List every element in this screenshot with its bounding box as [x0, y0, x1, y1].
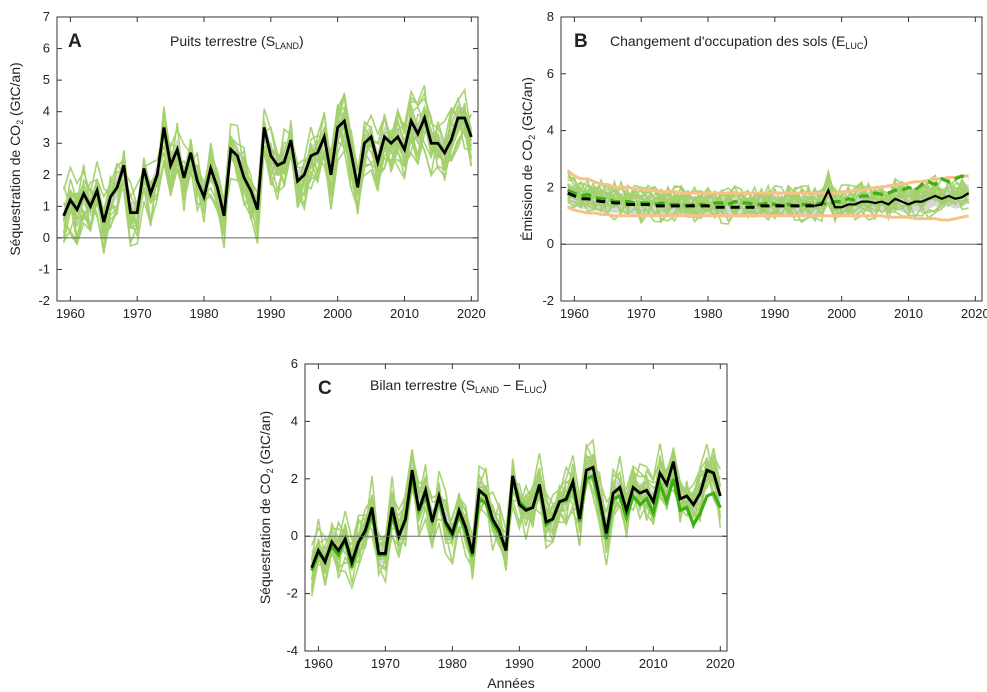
plot-area [62, 85, 473, 254]
panel-letter: C [318, 378, 332, 399]
y-tick-label: -2 [542, 293, 554, 308]
x-tick-label: 1960 [560, 306, 589, 321]
panel-letter: B [574, 31, 588, 52]
plot-area [310, 438, 722, 597]
x-tick-label: 2020 [961, 306, 987, 321]
x-tick-label: 2000 [323, 306, 352, 321]
y-tick-label: 5 [43, 72, 50, 87]
panel-b-chart: 1960 1970 1980 1990 2000 2010 2020 -2 0 2 4 6 8 B Chan… [519, 9, 987, 321]
y-tick-label: -4 [286, 643, 298, 658]
x-tick-label: 1980 [694, 306, 723, 321]
y-tick-label: 4 [291, 413, 298, 428]
x-tick-label: 1990 [760, 306, 789, 321]
x-tick-label: 1990 [256, 306, 285, 321]
y-tick-label: -2 [286, 586, 298, 601]
x-tick-label: 1980 [190, 306, 219, 321]
y-tick-label: 4 [43, 104, 50, 119]
x-tick-label: 2000 [827, 306, 856, 321]
y-tick-label: 3 [43, 135, 50, 150]
x-tick-label: 1960 [304, 656, 333, 671]
plot-frame [560, 16, 983, 302]
y-tick-label: -2 [38, 293, 50, 308]
y-tick-label: 7 [43, 9, 50, 24]
mean-line-dashed [567, 191, 822, 209]
panel-title: Puits terrestre (SLAND) [170, 33, 304, 51]
y-axis-label: Émission de CO2 (GtC/an) [519, 77, 537, 241]
y-tick-label: 6 [43, 41, 50, 56]
x-tick-label: 2010 [894, 306, 923, 321]
y-axis-label: Séquestration de CO2 (GtC/an) [257, 411, 275, 604]
x-tick-label: 1980 [438, 656, 467, 671]
panel-letter: A [68, 31, 82, 52]
panel-title: Bilan terrestre (SLAND − ELUC) [370, 377, 547, 395]
y-tick-label: 2 [291, 471, 298, 486]
y-tick-label: -1 [38, 261, 50, 276]
x-tick-label: 1970 [371, 656, 400, 671]
y-tick-label: 1 [43, 198, 50, 213]
plot-area [566, 168, 970, 225]
x-tick-label: 2020 [457, 306, 486, 321]
y-axis-label: Séquestration de CO2 (GtC/an) [7, 62, 25, 255]
y-tick-label: 0 [547, 236, 554, 251]
mean-line [814, 187, 970, 209]
x-tick-label: 1970 [627, 306, 656, 321]
y-tick-label: 4 [547, 123, 554, 138]
y-tick-label: 2 [547, 179, 554, 194]
x-tick-label: 1990 [505, 656, 534, 671]
panel-title: Changement d'occupation des sols (ELUC) [610, 33, 868, 51]
mean-line [62, 113, 473, 223]
y-tick-label: 8 [547, 9, 554, 24]
ensemble-member-line [310, 460, 722, 593]
y-tick-label: 2 [43, 167, 50, 182]
x-tick-label: 2020 [706, 656, 735, 671]
x-tick-label: 2010 [639, 656, 668, 671]
x-tick-label: 2010 [390, 306, 419, 321]
mean-line [310, 461, 722, 569]
y-tick-label: 6 [291, 356, 298, 371]
x-tick-label: 1960 [56, 306, 85, 321]
y-tick-label: 0 [43, 230, 50, 245]
y-tick-label: 6 [547, 66, 554, 81]
plot-frame [56, 16, 479, 302]
ensemble-member-line [62, 85, 473, 224]
x-tick-label: 1970 [123, 306, 152, 321]
envelope-line [566, 169, 969, 195]
envelope-line [567, 205, 969, 222]
x-axis-label: Années [487, 675, 534, 691]
y-tick-label: 0 [291, 528, 298, 543]
panel-a-chart: 1960 1970 1980 1990 2000 2010 2020 -2 -1 0 1 2 3 4 5 6 7… [7, 9, 486, 321]
panel-c-chart: 1960 1970 1980 1990 2000 2010 2020 -4 -2 0 2 4 6 C Bil… [257, 356, 735, 671]
plot-frame [304, 363, 728, 652]
x-tick-label: 2000 [572, 656, 601, 671]
